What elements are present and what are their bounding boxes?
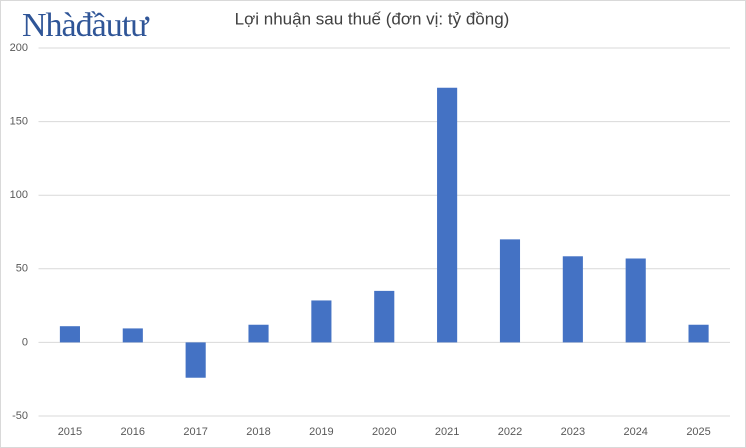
- x-tick-label: 2016: [121, 426, 145, 438]
- bar: [311, 300, 332, 343]
- y-tick-label: 200: [10, 42, 28, 54]
- bar: [248, 324, 269, 343]
- x-tick-label: 2019: [309, 426, 333, 438]
- bar: [499, 239, 521, 343]
- x-tick-label: 2024: [623, 426, 647, 438]
- x-tick-label: 2017: [183, 426, 207, 438]
- y-tick-label: -50: [12, 410, 28, 422]
- chart-title: Lợi nhuận sau thuế (đơn vị: tỷ đồng): [235, 9, 510, 28]
- bar: [625, 258, 646, 343]
- y-tick-label: 0: [22, 336, 28, 348]
- bar: [122, 328, 143, 343]
- bar: [437, 87, 458, 343]
- logo: Nhàđầutư: [22, 7, 150, 44]
- bar: [688, 324, 709, 343]
- bar: [374, 290, 395, 343]
- x-tick-label: 2015: [58, 426, 82, 438]
- x-tick-label: 2021: [435, 426, 459, 438]
- y-tick-label: 150: [10, 116, 28, 128]
- bar: [562, 256, 583, 343]
- bar: [59, 326, 80, 343]
- bar: [185, 342, 206, 378]
- x-tick-label: 2025: [686, 426, 710, 438]
- y-tick-label: 100: [10, 189, 28, 201]
- y-tick-label: 50: [16, 263, 28, 275]
- x-tick-label: 2023: [561, 426, 585, 438]
- x-tick-label: 2018: [246, 426, 270, 438]
- x-tick-label: 2020: [372, 426, 396, 438]
- x-tick-label: 2022: [498, 426, 522, 438]
